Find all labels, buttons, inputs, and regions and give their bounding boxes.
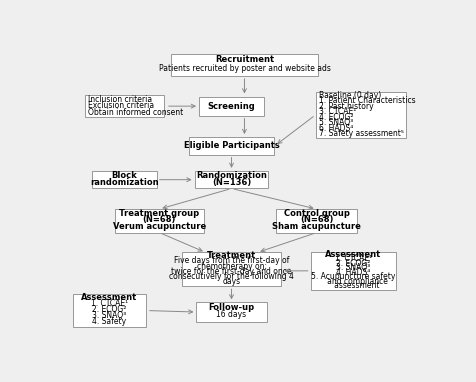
FancyBboxPatch shape — [84, 95, 164, 117]
Text: 1. Patient Characteristics: 1. Patient Characteristics — [318, 97, 415, 105]
Text: and compliance: and compliance — [319, 277, 387, 286]
FancyBboxPatch shape — [315, 92, 406, 138]
FancyBboxPatch shape — [194, 171, 268, 188]
Text: Block: Block — [111, 171, 137, 180]
Text: Assessment: Assessment — [81, 293, 138, 302]
Text: Treatment group: Treatment group — [119, 209, 199, 218]
Text: (N=136): (N=136) — [211, 178, 251, 187]
Text: Screening: Screening — [207, 102, 255, 111]
FancyBboxPatch shape — [72, 294, 146, 327]
Text: 2. Past history: 2. Past history — [318, 102, 373, 111]
Text: 4. HADS⁴: 4. HADS⁴ — [336, 268, 370, 277]
Text: 3. SNAQ³: 3. SNAQ³ — [336, 264, 370, 272]
Text: Five days from the first-day of: Five days from the first-day of — [173, 256, 288, 265]
Text: twice for the first-day and once: twice for the first-day and once — [171, 267, 291, 276]
Text: 16 days: 16 days — [216, 310, 246, 319]
Text: 5. SNAQ³: 5. SNAQ³ — [318, 118, 353, 128]
Text: 2. ECOG²: 2. ECOG² — [336, 259, 370, 268]
Text: days: days — [222, 277, 240, 286]
Text: 5. Acupuncture safety: 5. Acupuncture safety — [311, 272, 395, 282]
Text: Sham acupuncture: Sham acupuncture — [271, 222, 360, 231]
Text: randomization: randomization — [90, 178, 159, 187]
Text: Patients recruited by poster and website ads: Patients recruited by poster and website… — [158, 63, 330, 73]
FancyBboxPatch shape — [92, 171, 156, 188]
FancyBboxPatch shape — [199, 97, 263, 116]
Text: 4. Safety: 4. Safety — [92, 317, 126, 327]
Text: Verum acupuncture: Verum acupuncture — [113, 222, 206, 231]
Text: Inclusion criteria: Inclusion criteria — [88, 95, 152, 104]
Text: Randomization: Randomization — [196, 171, 267, 180]
Text: chemotherapy on;: chemotherapy on; — [196, 262, 266, 270]
Text: 1. CTCAE¹: 1. CTCAE¹ — [91, 299, 128, 308]
Text: assessment: assessment — [327, 282, 379, 290]
FancyBboxPatch shape — [181, 253, 281, 286]
FancyBboxPatch shape — [170, 54, 318, 76]
FancyBboxPatch shape — [188, 137, 273, 155]
FancyBboxPatch shape — [115, 209, 203, 233]
Text: Control group: Control group — [283, 209, 349, 218]
Text: (N=68): (N=68) — [142, 215, 176, 224]
Text: Assessment: Assessment — [325, 250, 381, 259]
Text: (N=68): (N=68) — [299, 215, 333, 224]
Text: Treatment: Treatment — [207, 251, 256, 260]
Text: 4. ECOG²: 4. ECOG² — [318, 113, 353, 122]
FancyBboxPatch shape — [310, 252, 395, 290]
FancyBboxPatch shape — [275, 209, 357, 233]
Text: 3. CTCAE¹: 3. CTCAE¹ — [318, 107, 356, 117]
Text: 7. Safety assessment⁵: 7. Safety assessment⁵ — [318, 129, 404, 138]
Text: 2. ECOG²: 2. ECOG² — [92, 305, 127, 314]
FancyBboxPatch shape — [196, 303, 266, 322]
Text: Eligible Participants: Eligible Participants — [183, 141, 279, 151]
Text: Exclusion criteria: Exclusion criteria — [88, 101, 154, 110]
Text: Recruitment: Recruitment — [215, 55, 273, 64]
Text: Follow-up: Follow-up — [208, 303, 254, 312]
Text: 6. HADS⁴: 6. HADS⁴ — [318, 124, 353, 133]
Text: consecutively for the following 4: consecutively for the following 4 — [169, 272, 293, 281]
Text: 3. SNAQ³: 3. SNAQ³ — [92, 311, 127, 320]
Text: 1. CTCAE¹: 1. CTCAE¹ — [334, 254, 371, 264]
Text: Obtain informed consent: Obtain informed consent — [88, 108, 183, 117]
Text: Baseline (0 day): Baseline (0 day) — [318, 91, 381, 100]
